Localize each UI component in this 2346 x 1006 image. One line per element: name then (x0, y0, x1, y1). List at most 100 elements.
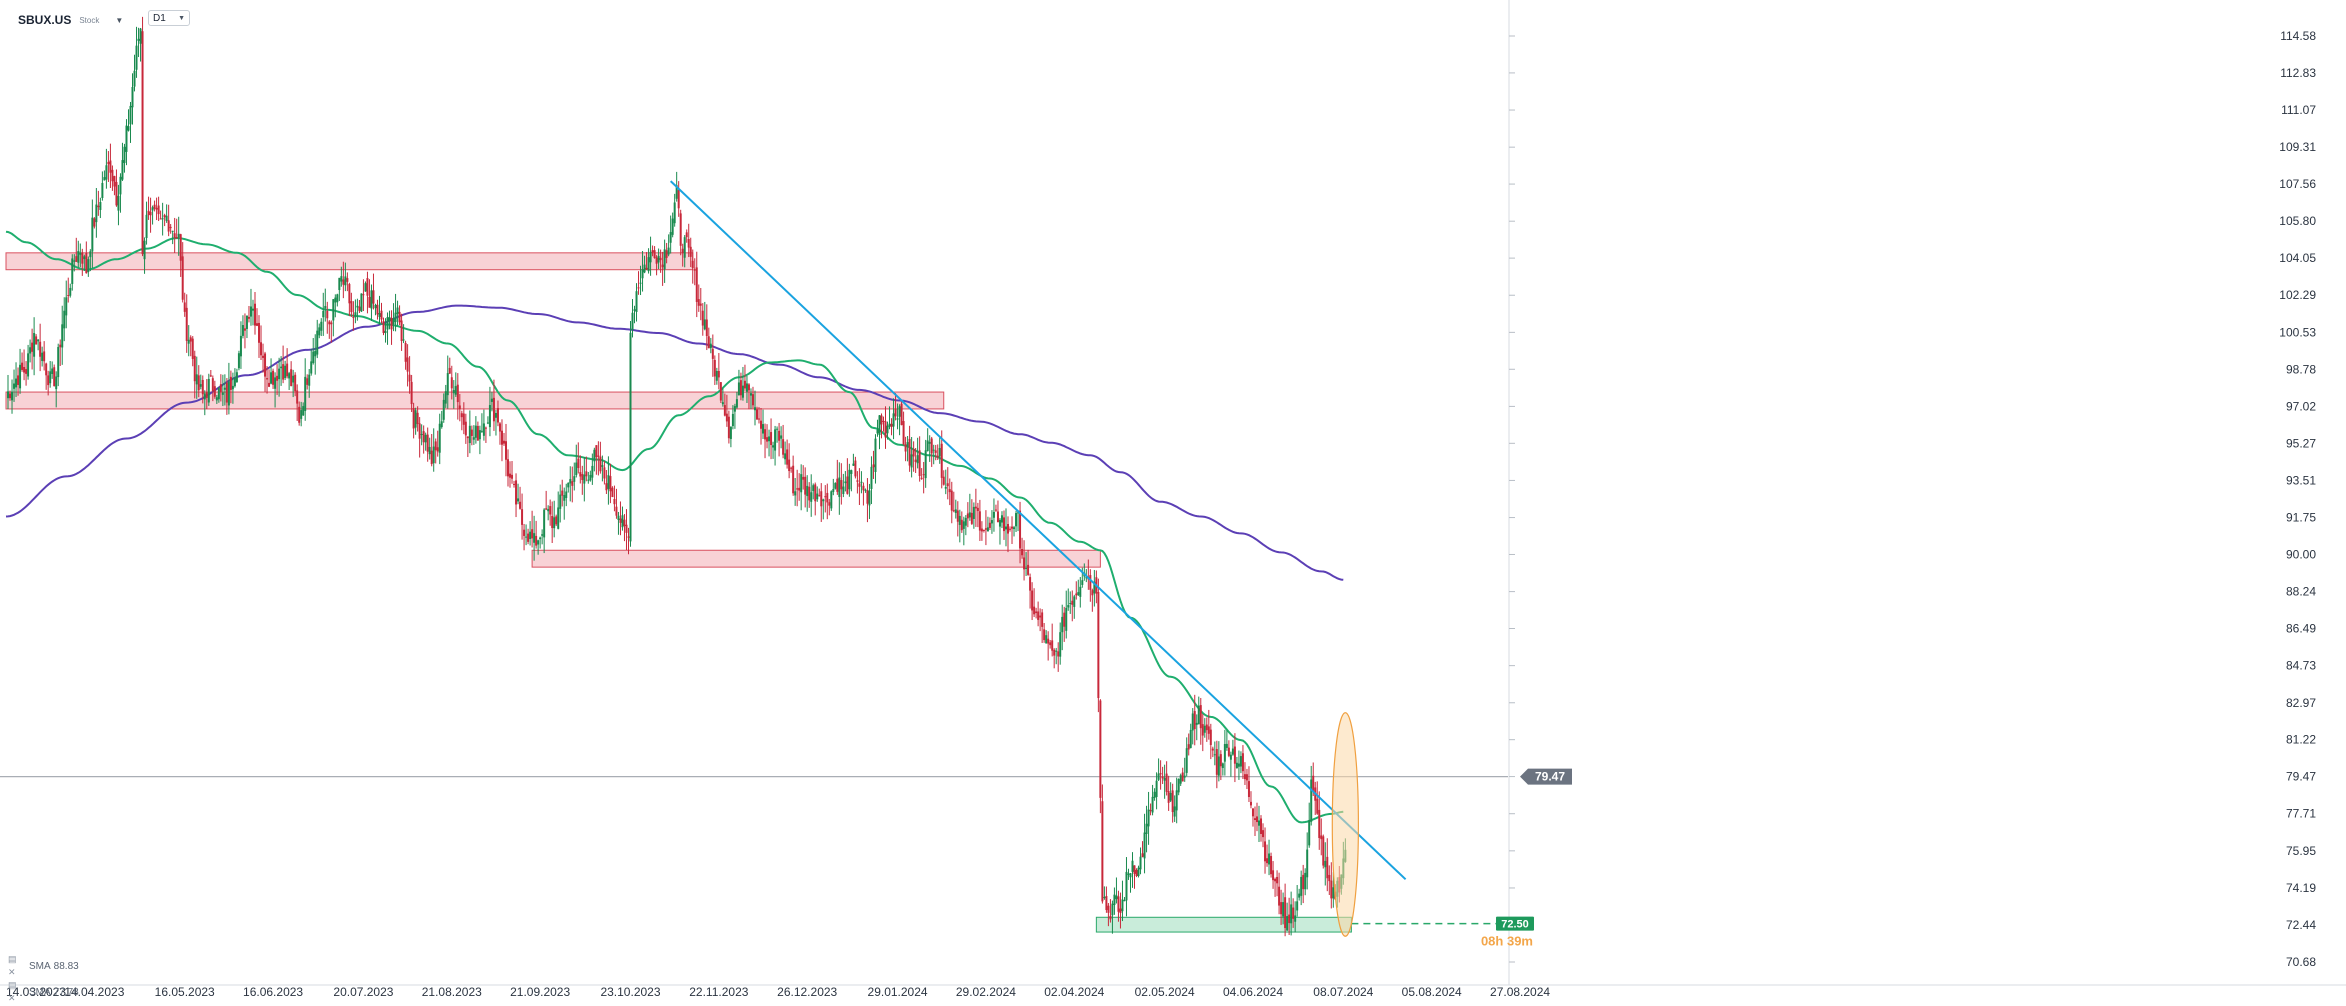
candle-body (169, 226, 172, 229)
candle-body (189, 337, 192, 342)
candle-body (753, 407, 756, 411)
candle-body (1017, 512, 1020, 514)
candle-body (472, 437, 475, 440)
candle-body (181, 256, 184, 300)
price-tick-label: 72.44 (2286, 918, 2316, 932)
legend-item[interactable]: ▤ ✕ SMA 88.83 (8, 953, 79, 979)
candle-body (689, 246, 692, 257)
candle-body (123, 146, 126, 163)
timeframe-select[interactable]: D1 ▼ (148, 10, 190, 26)
candle-body (1258, 820, 1261, 826)
candle-body (1187, 744, 1190, 750)
candle-body (982, 530, 985, 532)
candle-body (1109, 915, 1112, 920)
candle-body (820, 491, 823, 507)
candle-body (71, 258, 74, 284)
candle-body (1049, 642, 1052, 646)
candle-body (1117, 896, 1120, 912)
candle-body (61, 324, 64, 348)
candle-body (751, 394, 754, 406)
candle-body (1167, 791, 1170, 803)
candle-body (996, 511, 999, 523)
time-tick-label: 29.02.2024 (956, 985, 1016, 999)
candle-body (1015, 513, 1018, 527)
candle-body (545, 508, 548, 510)
chevron-down-icon[interactable]: ▼ (115, 15, 124, 25)
candle-body (810, 492, 813, 502)
candle-body (1081, 580, 1084, 585)
candle-body (117, 195, 120, 211)
candle-body (780, 435, 783, 439)
candle-body (1320, 835, 1323, 840)
candle-body (806, 485, 809, 497)
price-badges: 79.47 72.50 08h 39m (1481, 768, 1572, 949)
candle-body (571, 481, 574, 486)
legend-item[interactable]: ▤ ✕ SMA 77.78 (8, 979, 79, 1005)
timeframe-value: D1 (153, 12, 166, 24)
candle-body (1199, 705, 1202, 729)
candle-body (504, 441, 507, 460)
candle-body (974, 506, 977, 509)
candle-body (1235, 762, 1238, 769)
candle-body (874, 438, 877, 473)
candle-body (517, 498, 520, 502)
candle-body (410, 381, 413, 405)
candle-body (1306, 849, 1309, 878)
candle-body (95, 204, 98, 223)
candle-body (635, 291, 638, 313)
candle-body (1037, 611, 1040, 620)
candle-body (45, 363, 48, 376)
indicator-settings-icon[interactable]: ▤ ✕ (8, 954, 17, 977)
candle-body (292, 375, 295, 383)
candle-body (832, 488, 835, 492)
candle-body (177, 233, 180, 238)
candle-body (1055, 650, 1058, 652)
candle-body (129, 105, 132, 125)
candle-body (350, 301, 353, 312)
candle-body (348, 284, 351, 304)
candle-body (547, 509, 550, 512)
candle-body (758, 418, 761, 420)
candle-body (111, 169, 114, 182)
price-tick-label: 107.56 (2279, 177, 2316, 191)
candle-body (681, 248, 684, 254)
candle-body (436, 447, 439, 452)
candle-body (519, 501, 522, 509)
candle-body (284, 365, 287, 378)
candle-body (388, 317, 391, 321)
candle-body (394, 312, 397, 323)
candle-body (878, 415, 881, 435)
candle-body (454, 386, 457, 395)
candle-body (1067, 605, 1070, 608)
price-tick-label: 86.49 (2286, 622, 2316, 636)
candle-body (1113, 894, 1116, 906)
candle-body (667, 247, 670, 255)
candle-body (1033, 606, 1036, 615)
candle-body (109, 160, 112, 173)
price-tick-label: 97.02 (2286, 399, 2316, 413)
candle-body (1217, 756, 1220, 776)
candle-body (561, 490, 564, 496)
candle-body (99, 202, 102, 210)
indicator-settings-icon[interactable]: ▤ ✕ (8, 980, 17, 1003)
candle-body (1312, 775, 1315, 791)
candle-body (854, 460, 857, 477)
candle-body (864, 489, 867, 491)
candle-body (1175, 790, 1178, 811)
candle-body (151, 207, 154, 211)
candle-body (786, 449, 789, 465)
candle-body (37, 339, 40, 342)
price-tick-label: 90.00 (2286, 547, 2316, 561)
candle-body (370, 290, 373, 309)
price-tick-label: 82.97 (2286, 696, 2316, 710)
candle-body (400, 320, 403, 342)
candle-body (938, 447, 941, 457)
symbol-selector[interactable]: SBUX.US Stock ▼ (18, 12, 123, 28)
candle-body (1127, 873, 1130, 875)
candle-body (1296, 901, 1299, 911)
candle-body (808, 486, 811, 501)
price-tick-label: 109.31 (2279, 140, 2316, 154)
candle-body (904, 444, 907, 452)
candle-body (161, 218, 164, 220)
